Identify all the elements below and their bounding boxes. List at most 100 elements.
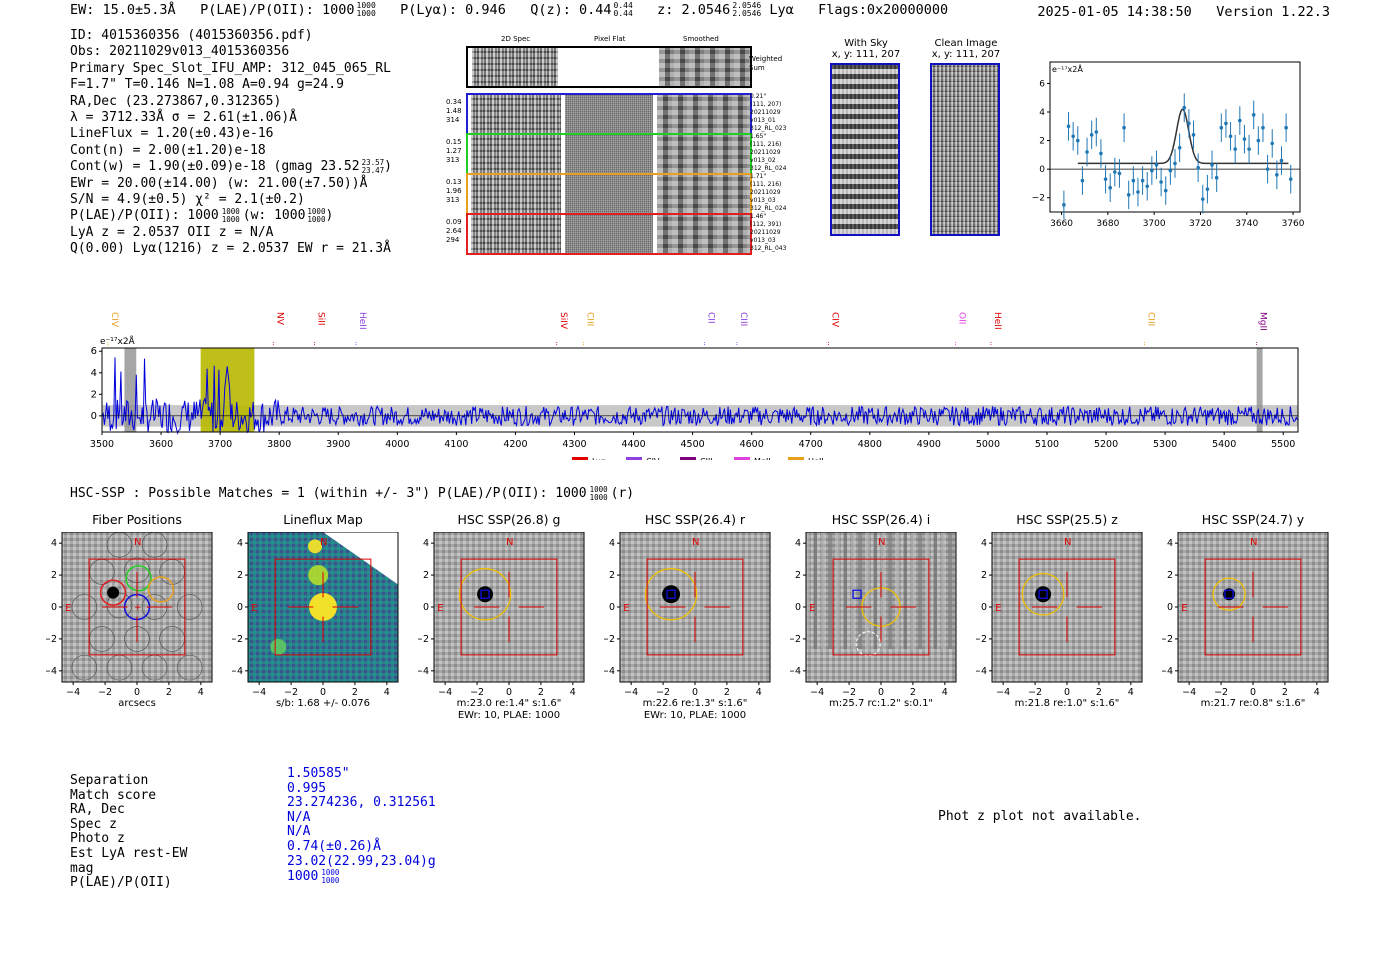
aperture-circle — [1212, 577, 1246, 611]
fiber-row-right: 1.65" (111, 216) 20211029 v013_02 312_RL… — [750, 133, 786, 173]
match-box — [666, 589, 676, 599]
info-lineflux: LineFlux = 1.20(±0.43)e-16 — [70, 126, 274, 142]
zoom-point — [1238, 118, 1242, 123]
fiber-circle — [176, 594, 203, 620]
search-box — [832, 558, 930, 656]
zoom-point — [1251, 113, 1256, 117]
fiber-red — [99, 579, 127, 606]
cutout-ytick-label: 2 — [423, 570, 429, 581]
cutout-caption: m:21.7 re:0.8" s:1.6" — [1162, 698, 1344, 710]
lineflux-mask — [323, 532, 398, 585]
fiber-strip — [466, 213, 752, 255]
zoom-point — [1154, 163, 1159, 167]
full-xtick-label: 5400 — [1212, 439, 1236, 450]
zoom-point — [1085, 150, 1089, 154]
fiber-strip — [466, 133, 752, 175]
zoom-point — [1117, 171, 1122, 176]
north-label: N — [878, 537, 885, 548]
header-z-line: Lyα — [769, 2, 794, 18]
zoom-point — [1228, 134, 1233, 139]
fiber-r1: 1.71" — [750, 173, 767, 180]
line-marker-label: CIII — [738, 312, 748, 326]
cutout-image: N E −4 −4 −2 −2 0 0 2 2 4 4 — [604, 532, 771, 698]
cutout-ytick-label: −4 — [418, 666, 429, 677]
cutout-xtick-label: −4 — [66, 687, 80, 698]
cutout-bg — [992, 532, 1142, 682]
zoom-point — [1126, 193, 1131, 197]
cutout-panel: HSC SSP(25.5) z N E −4 −4 −2 −2 0 0 2 2 4 4 m:21.8 re… — [976, 512, 1158, 722]
zoom-point — [1140, 178, 1145, 183]
cutout-panel: HSC SSP(26.4) i N E −4 −4 −2 −2 0 0 2 2 4 4 m:25.7 rc… — [790, 512, 972, 722]
fiber-r4: v013_01 — [750, 117, 776, 124]
cutout-ytick-label: 2 — [609, 570, 615, 581]
fiber-r2: (111, 216) — [750, 181, 782, 188]
cutout-caption: m:22.6 re:1.3" s:1.6" EWr: 10, PLAE: 1000 — [604, 698, 786, 722]
zoom-point — [1080, 178, 1085, 183]
zoom-point — [1159, 180, 1163, 184]
fiber-row-left: 0.34 1.48 314 — [446, 98, 462, 125]
full-xtick-label: 4900 — [917, 439, 941, 450]
clean-title-text: Clean Image — [934, 38, 998, 49]
full-xtick-label: 3700 — [208, 439, 232, 450]
sky-title-text: With Sky — [844, 38, 888, 49]
cutout-xtick-label: 2 — [724, 687, 730, 698]
cutout-xtick-label: 4 — [1314, 687, 1320, 698]
lineflux-blob — [270, 638, 287, 655]
line-marker-label: HeII — [357, 312, 367, 330]
weighted-smooth — [659, 48, 750, 86]
match-value: 0.74(±0.26)Å — [287, 838, 381, 854]
match-value: N/A — [287, 824, 311, 840]
match-box — [1038, 589, 1048, 599]
cutout-caption-1: s/b: 1.68 +/- 0.076 — [275, 698, 371, 709]
legend-label: CIII — [700, 457, 713, 460]
fiber-left-3: 313 — [446, 156, 460, 164]
highlight-region — [124, 348, 137, 432]
detection-info: ID: 4015360356 (4015360356.pdf) Obs: 202… — [70, 28, 392, 258]
cutout-xtick-label: 4 — [384, 687, 390, 698]
legend-swatch — [572, 457, 588, 460]
source-blob — [1223, 588, 1236, 601]
info-primary: Primary Spec_Slot_IFU_AMP: 312_045_065_R… — [70, 60, 391, 76]
zoom-model-curve — [1077, 108, 1289, 165]
zoom-point — [1210, 163, 1214, 167]
fiber-r4: v013_02 — [750, 157, 776, 164]
fiber-2d — [471, 95, 561, 133]
col-2d-spec: 2D Spec — [501, 35, 531, 43]
cutout-caption-1: m:23.0 re:1.4" s:1.6" — [456, 698, 562, 709]
cutout-caption: m:25.7 rc:1.2" s:0.1" — [790, 698, 972, 710]
cutout-xtick-label: −2 — [284, 687, 298, 698]
fiber-left-1: 0.09 — [446, 218, 462, 226]
fiber-smooth — [657, 95, 750, 133]
zoom-xtick-label: 3700 — [1143, 219, 1166, 229]
zoom-ytick-label: −2 — [1032, 194, 1045, 204]
timestamp: 2025-01-05 14:38:50 — [1037, 4, 1192, 20]
line-marker-label: HeII — [992, 312, 1002, 330]
fiber-2d — [471, 135, 561, 173]
fiber-smooth — [657, 175, 750, 213]
full-spectrum-chart: 0 2 4 6 3500 3600 3700 3800 3900 4000 4100 4200 4300… — [90, 312, 1299, 460]
match-label: Photo z — [70, 831, 125, 847]
zoom-point — [1224, 121, 1228, 126]
north-label: N — [320, 537, 327, 548]
cutout-xtick-label: 0 — [878, 687, 884, 698]
fiber-flat — [565, 215, 653, 253]
zoom-xtick-label: 3660 — [1050, 219, 1073, 229]
header-plya: P(Lyα): 0.946 — [400, 2, 506, 18]
cutout-xtick-label: 2 — [1282, 687, 1288, 698]
cutout-ytick-label: 2 — [237, 570, 243, 581]
full-ytick-label: 4 — [91, 368, 97, 379]
zoom-point — [1205, 187, 1210, 191]
full-xtick-label: 4200 — [503, 439, 527, 450]
full-xtick-label: 4100 — [444, 439, 468, 450]
east-label: E — [995, 603, 1001, 614]
zoom-point — [1113, 170, 1117, 174]
i-band-streak — [836, 532, 840, 649]
line-marker-label: OII — [956, 312, 966, 324]
fiber-row: 0.09 2.64 294 1.46" (112, 391) 20211029 … — [446, 213, 786, 255]
clean-image — [930, 63, 1000, 236]
east-label: E — [437, 603, 443, 614]
cutout-xtick-label: 2 — [538, 687, 544, 698]
zoom-ytick-label: 0 — [1039, 165, 1045, 175]
i-band-streak — [828, 532, 832, 649]
search-box — [646, 558, 744, 656]
